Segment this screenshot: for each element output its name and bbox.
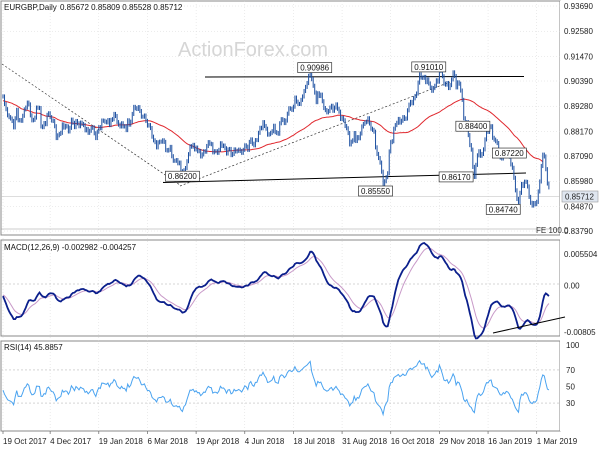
date-tick-label: 19 Jan 2018: [99, 437, 144, 446]
price-tick-label: 0.85980: [564, 177, 593, 186]
price-axis-area: [560, 1, 599, 431]
price-annotation: 0.87220: [491, 147, 527, 159]
rsi-tick-label: 50: [566, 383, 575, 392]
watermark: ActionForex.com: [178, 39, 328, 61]
annotation-label: 0.90986: [300, 64, 329, 73]
date-tick-label: 19 Oct 2017: [3, 437, 47, 446]
annotation-label: 0.86200: [168, 172, 197, 181]
date-tick-label: 29 Nov 2018: [439, 437, 485, 446]
price-annotation: 0.91010: [411, 61, 447, 73]
annotation-label: 0.91010: [414, 63, 443, 72]
price-annotation: 0.85550: [358, 185, 393, 197]
price-annotations: 0.90986 0.91010 0.88400 0.87220 0.86200 0.855…: [165, 61, 527, 215]
date-tick-label: 16 Oct 2018: [391, 437, 435, 446]
annotation-box: [485, 204, 521, 215]
macd-header: MACD(12,26,9) -0.002982 -0.004257: [4, 243, 137, 252]
annotation-box: [455, 120, 491, 132]
date-tick-label: 4 Dec 2017: [50, 437, 91, 446]
price-annotation: 0.88400: [455, 120, 491, 132]
date-tick-label: 1 Mar 2019: [537, 437, 578, 446]
last-price-box: [561, 190, 599, 203]
rsi-tick-label: 70: [566, 366, 575, 375]
price-tick-label: 0.93690: [564, 2, 593, 11]
price-annotation: 0.86200: [165, 170, 200, 182]
last-price-label: 0.85712: [565, 193, 594, 202]
date-tick-label: 6 Mar 2018: [147, 437, 188, 446]
price-annotation: 0.90986: [297, 62, 333, 73]
price-tick-label: 0.88170: [564, 127, 593, 136]
grid-lines: [1, 1, 560, 431]
price-header-ohlc: 0.85672 0.85809 0.85528 0.85712: [60, 3, 183, 12]
channel-line: [179, 81, 451, 187]
date-tick-label: 16 Jan 2019: [488, 437, 533, 446]
macd-line: [2, 242, 550, 340]
annotation-box: [491, 147, 527, 159]
rsi-header: RSI(14) 45.8857: [4, 343, 63, 352]
price-tick-label: 0.90390: [564, 77, 593, 86]
annotation-box: [438, 171, 474, 183]
annotation-box: [297, 62, 333, 73]
annotation-label: 0.85550: [361, 187, 390, 196]
date-axis-ticks: 19 Oct 2017 4 Dec 2017 19 Jan 2018 6 Mar 20…: [2, 431, 578, 446]
price-panel[interactable]: [0, 0, 561, 236]
macd-tick-label: 0.00: [564, 282, 580, 291]
annotation-box: [165, 170, 200, 182]
annotation-label: 0.84740: [489, 205, 518, 214]
date-tick-label: 4 Jun 2018: [245, 437, 285, 446]
price-tick-label: 0.89280: [564, 102, 593, 111]
rsi-panel[interactable]: [0, 340, 561, 432]
price-tick-label: 0.92580: [564, 27, 593, 36]
price-header-symbol: EURGBP,Daily: [4, 3, 57, 12]
price-tick-label: 0.83790: [564, 227, 593, 236]
rsi-line: [2, 359, 550, 417]
rsi-tick-label: 30: [566, 399, 575, 408]
price-annotation: 0.84740: [485, 204, 521, 215]
annotation-label: 0.87220: [495, 149, 524, 158]
macd-axis-ticks: 0.005504 0.00 -0.00805: [564, 250, 598, 337]
resistance-line: [204, 76, 525, 78]
price-axis-ticks: 0.93690 0.92580 0.91470 0.90390 0.89280 0.881…: [564, 2, 593, 236]
price-tick-label: 0.84870: [564, 202, 593, 211]
annotation-label: 0.86170: [442, 173, 471, 182]
macd-trendline: [492, 316, 566, 334]
fibo-label: FE 100.0: [536, 226, 569, 235]
price-annotation: 0.86170: [438, 171, 474, 183]
annotation-box: [358, 185, 393, 197]
annotation-box: [411, 61, 447, 73]
price-bars: [2, 64, 550, 212]
macd-tick-label: -0.00805: [564, 328, 596, 337]
macd-panel[interactable]: [0, 239, 561, 337]
price-tick-label: 0.91470: [564, 52, 593, 61]
rsi-tick-label: 100: [566, 341, 580, 350]
rsi-axis-ticks: 100 70 50 30: [566, 341, 580, 408]
date-tick-label: 19 Apr 2018: [196, 437, 240, 446]
date-tick-label: 31 Aug 2018: [342, 437, 387, 446]
date-tick-label: 18 Jul 2018: [293, 437, 335, 446]
annotation-label: 0.88400: [458, 122, 487, 131]
macd-tick-label: 0.005504: [564, 250, 598, 259]
price-tick-label: 0.87090: [564, 152, 593, 161]
